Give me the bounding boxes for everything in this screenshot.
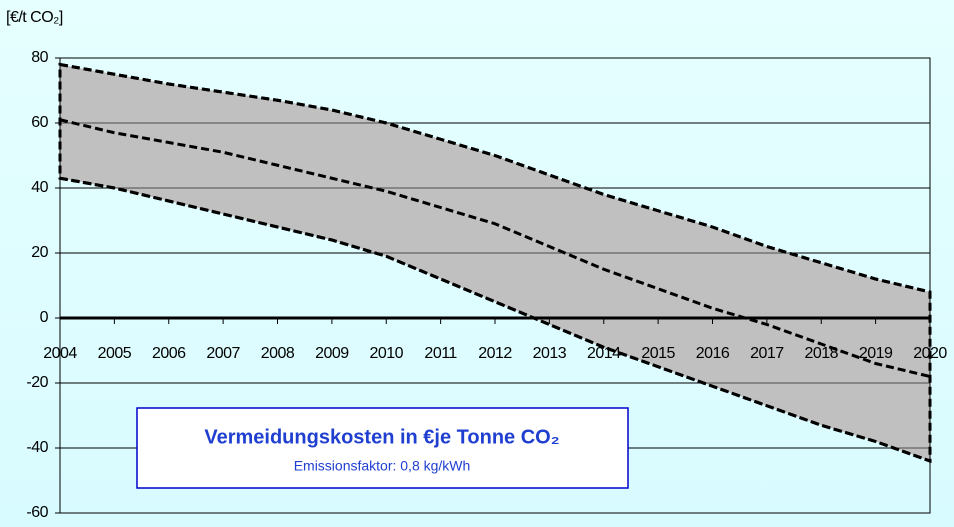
x-tick-label: 2020 [913, 345, 947, 362]
x-tick-label: 2011 [424, 345, 457, 362]
line [59, 63, 931, 294]
x-tick-label: 2010 [369, 345, 403, 362]
x-tick-label: 2007 [206, 345, 240, 362]
x-tick-label: 2006 [152, 345, 186, 362]
y-tick-label: -60 [26, 504, 48, 521]
x-tick-label: 2012 [478, 345, 512, 362]
y-tick-label: 20 [31, 244, 48, 261]
x-tick-label: 2008 [261, 345, 295, 362]
y-tick-label: 0 [40, 309, 49, 326]
x-tick-label: 2009 [315, 345, 349, 362]
x-tick-label: 2005 [98, 345, 132, 362]
y-tick-label: -40 [26, 439, 48, 456]
line [59, 118, 931, 378]
annotation-box [136, 407, 629, 489]
x-tick-label: 2018 [804, 345, 838, 362]
y-axis-label: [€/t CO₂] [6, 9, 63, 26]
annotation-title: Vermeidungskosten in €je Tonne CO₂ [204, 426, 559, 448]
y-tick-label: 40 [31, 179, 48, 196]
x-tick-label: 2019 [859, 345, 893, 362]
x-tick-label: 2015 [641, 345, 675, 362]
band [58, 62, 932, 464]
plot-border [59, 57, 931, 514]
y-tick-label: 60 [31, 114, 48, 131]
annotation-subtitle: Emissionsfaktor: 0,8 kg/kWh [294, 458, 471, 474]
x-tick-label: 2017 [750, 345, 784, 362]
y-tick-label: 80 [31, 49, 48, 66]
x-tick-label: 2013 [533, 345, 567, 362]
x-tick-label: 2004 [43, 345, 77, 362]
y-tick-label: -20 [26, 374, 48, 391]
line [59, 176, 931, 463]
x-tick-label: 2016 [696, 345, 730, 362]
